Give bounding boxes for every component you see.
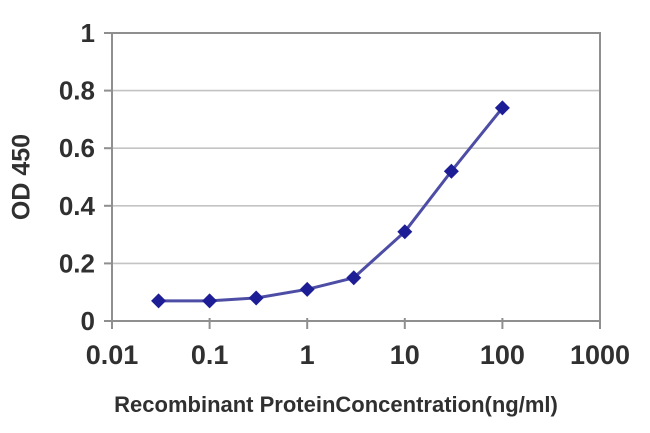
data-point-marker [443,163,459,179]
data-point-marker [299,281,315,297]
data-point-marker [248,290,264,306]
x-tick-label: 0.01 [86,340,139,370]
data-point-marker [494,100,510,116]
y-tick-label: 0.4 [59,191,96,221]
y-tick-label: 1 [81,18,95,48]
data-point-marker [397,224,413,240]
x-tick-label: 10 [390,340,420,370]
y-tick-label: 0.2 [59,248,95,278]
x-tick-label: 100 [480,340,525,370]
series-line [158,106,504,303]
data-point-marker [346,270,362,286]
data-point-marker [151,293,167,309]
y-tick-label: 0 [81,306,95,336]
data-point-marker [202,293,218,309]
x-tick-label: 1 [300,340,315,370]
y-axis-title: OD 450 [7,133,36,221]
x-axis-title: Recombinant ProteinConcentration(ng/ml) [114,392,558,417]
x-tick-label: 0.1 [191,340,229,370]
y-tick-label: 0.8 [59,76,95,106]
x-tick-label: 1000 [570,340,630,370]
plot-frame [111,32,601,322]
y-tick-label: 0.6 [59,133,95,163]
